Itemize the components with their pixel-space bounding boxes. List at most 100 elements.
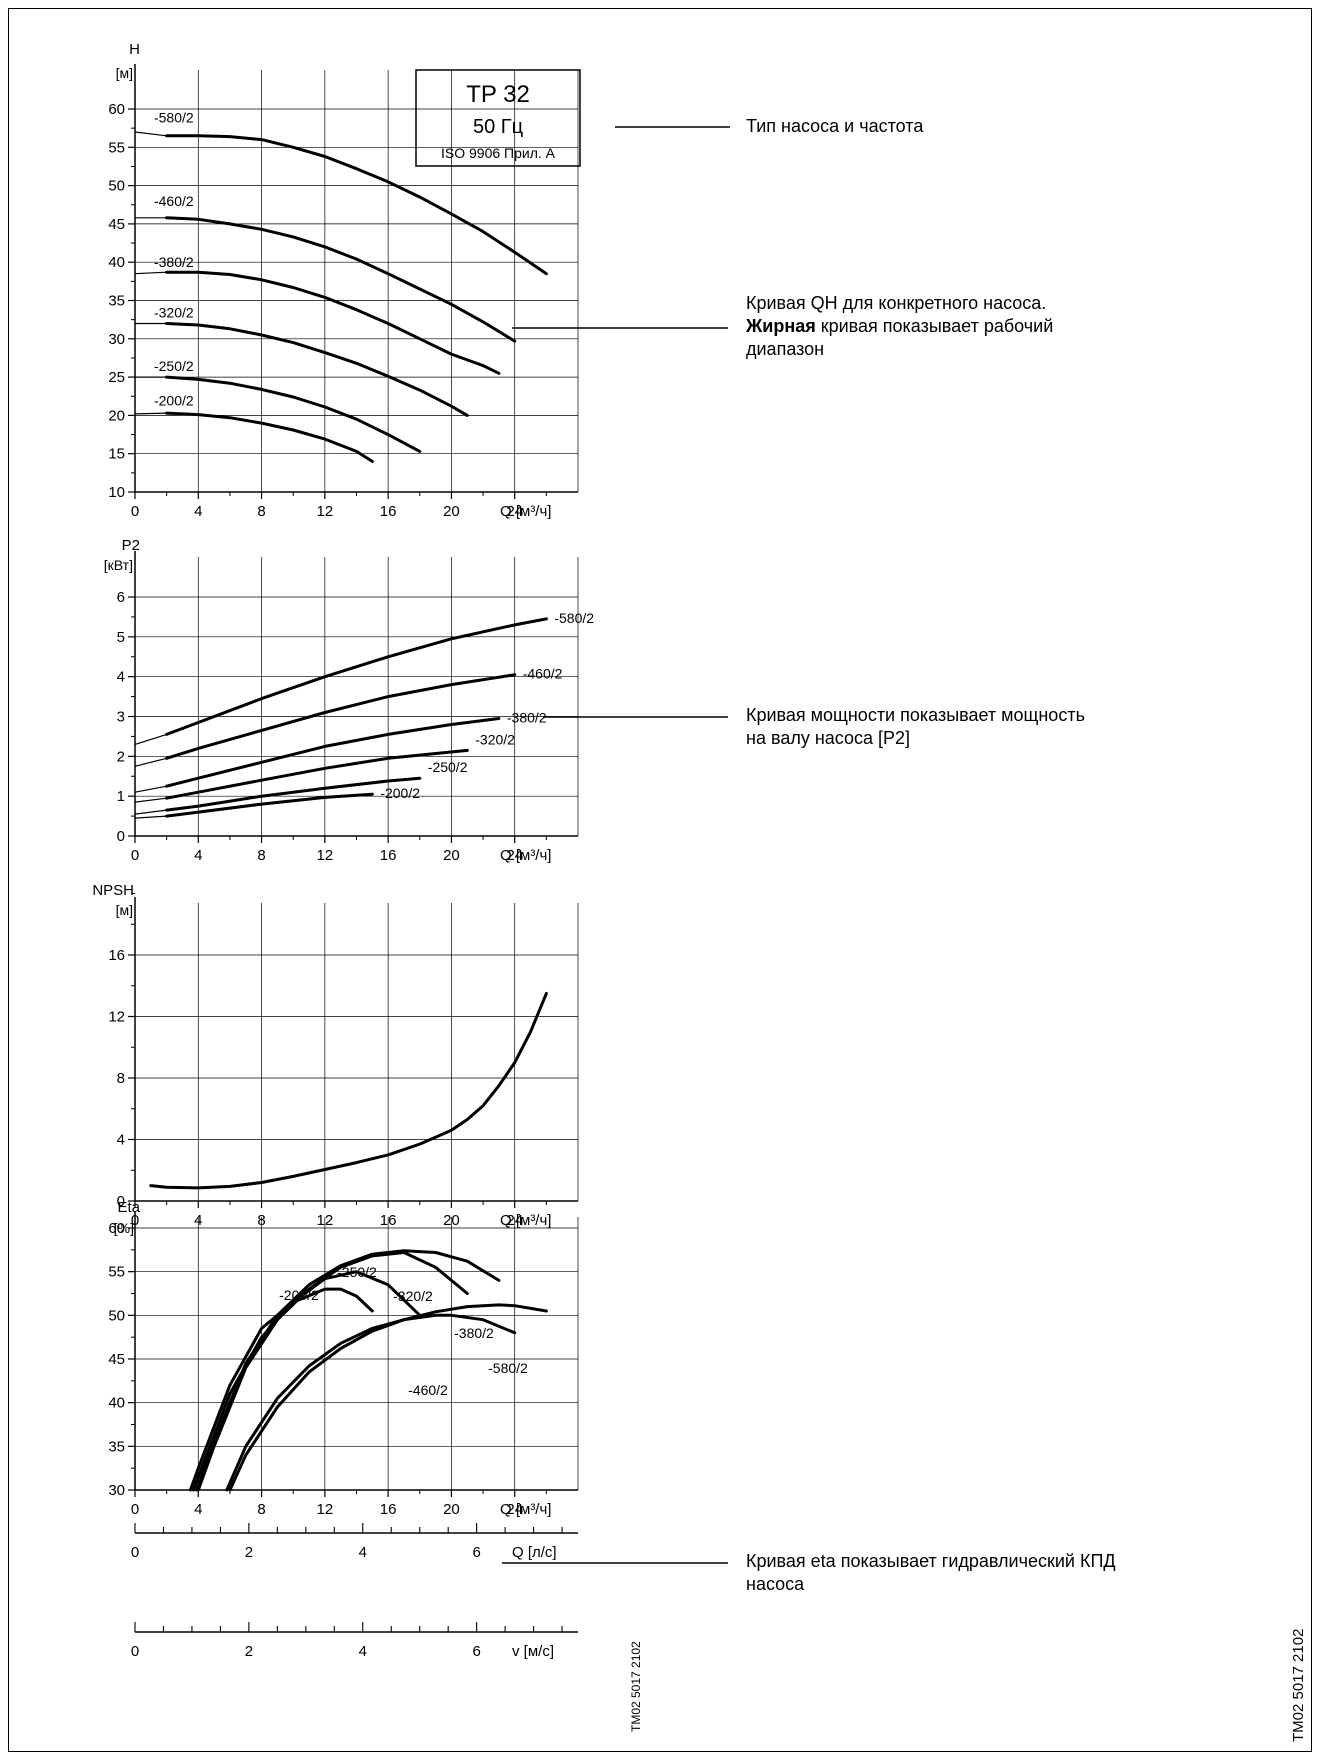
secondary-axes-group: 0 2 4 6 Q [л/с] 0 2 4 6 v [м/с]	[131, 1523, 578, 1660]
series-line-2002	[165, 792, 374, 818]
y-tick-label-30: 30	[108, 1482, 125, 1499]
secondary-tick-label-2: 2	[245, 1544, 253, 1561]
secondary-tick-label-6: 6	[472, 1544, 480, 1561]
curve-label-3802: -380/2	[507, 709, 547, 725]
y-axis-unit: [м]	[116, 65, 133, 81]
series-line-5802	[228, 1303, 548, 1492]
curve-label-3802: -380/2	[154, 254, 194, 270]
x-tick-label-20: 20	[443, 1501, 460, 1518]
x-tick-label-20: 20	[443, 847, 460, 864]
y-tick-label-60: 60	[108, 101, 125, 118]
annotation-type-freq: Тип насоса и частота	[746, 116, 924, 136]
series-line-5802	[165, 134, 548, 276]
title-pump-type: TP 32	[466, 81, 530, 108]
series-line-3202	[165, 748, 469, 800]
y-tick-label-35: 35	[108, 293, 125, 310]
curve-label-5802: -580/2	[488, 1360, 528, 1376]
secondary-tick-label-6: 6	[472, 1643, 480, 1660]
chart-npsh: 048121604812162024Q [м³/ч]NPSH[м]	[92, 882, 579, 1229]
annotation-qh-line3: диапазон	[746, 339, 825, 359]
y-tick-label-45: 45	[108, 1351, 125, 1368]
x-tick-label-12: 12	[317, 1501, 334, 1518]
annotation-qh: Кривая QH для конкретного насоса. Жирная…	[746, 292, 1053, 361]
series-line-4602	[165, 216, 517, 343]
x-tick-label-0: 0	[131, 503, 139, 520]
annotation-power-line1: Кривая мощности показывает мощность	[746, 705, 1085, 725]
curve-label-4602: -460/2	[523, 666, 563, 682]
curve-label-3202: -320/2	[154, 304, 194, 320]
series-line-2502	[192, 1270, 422, 1492]
series-line-3802	[195, 1249, 501, 1492]
y-tick-label-15: 15	[108, 446, 125, 463]
y-axis-unit: [%]	[114, 1220, 134, 1236]
y-tick-label-5: 5	[117, 629, 125, 646]
x-tick-label-20: 20	[443, 503, 460, 520]
series-line-2002	[188, 1287, 374, 1492]
x-tick-label-24: 24	[506, 847, 523, 864]
series-thin-3802	[134, 785, 167, 793]
y-tick-label-25: 25	[108, 369, 125, 386]
curve-label-4602: -460/2	[154, 193, 194, 209]
y-tick-label-10: 10	[108, 484, 125, 501]
y-tick-label-30: 30	[108, 331, 125, 348]
curve-label-5802: -580/2	[154, 109, 194, 125]
y-tick-label-45: 45	[108, 216, 125, 233]
y-axis-unit: [кВт]	[104, 557, 133, 573]
series-line-3802	[165, 270, 501, 375]
x-axis-label: Q [м³/ч]	[500, 1501, 551, 1518]
secondary-axis-v_ms: 0 2 4 6 v [м/с]	[131, 1622, 578, 1660]
annotation-eta: Кривая eta показывает гидравлический КПД…	[746, 1550, 1116, 1596]
x-tick-label-8: 8	[257, 847, 265, 864]
y-tick-label-4: 4	[117, 1132, 125, 1149]
series-line-4602	[165, 673, 517, 760]
secondary-axis-label: v [м/с]	[512, 1643, 554, 1660]
annotation-qh-line1: Кривая QH для конкретного насоса.	[746, 293, 1047, 313]
x-tick-label-4: 4	[194, 847, 202, 864]
series-thin-5802	[134, 131, 167, 137]
y-tick-label-55: 55	[108, 139, 125, 156]
curve-label-3202: -320/2	[393, 1288, 433, 1304]
series-line-2502	[165, 375, 422, 453]
x-tick-label-16: 16	[380, 847, 397, 864]
x-tick-label-8: 8	[257, 1501, 265, 1518]
curve-label-3202: -320/2	[475, 731, 515, 747]
series-line-3802	[165, 717, 501, 788]
series-line-2502	[165, 776, 422, 812]
title-frequency: 50 Гц	[473, 116, 523, 138]
annotation-power-line2: на валу насоса [P2]	[746, 728, 911, 748]
secondary-tick-label-0: 0	[131, 1643, 139, 1660]
y-tick-label-4: 4	[117, 669, 125, 686]
annotation-eta-line2: насоса	[746, 1574, 805, 1594]
annotation-eta-line1: Кривая eta показывает гидравлический КПД	[746, 1551, 1116, 1571]
curve-label-2002: -200/2	[154, 392, 194, 408]
title-standard: ISO 9906 Прил. А	[441, 145, 556, 161]
y-tick-label-55: 55	[108, 1264, 125, 1281]
secondary-tick-label-4: 4	[359, 1643, 367, 1660]
y-tick-label-2: 2	[117, 748, 125, 765]
series-line-npsh	[149, 991, 548, 1190]
title-box-frame	[415, 69, 581, 167]
series-line-4602	[225, 1313, 517, 1492]
series-thin-2502	[134, 809, 167, 815]
x-tick-label-12: 12	[317, 503, 334, 520]
x-tick-label-0: 0	[131, 847, 139, 864]
y-tick-label-50: 50	[108, 1307, 125, 1324]
series-line-2002	[165, 411, 374, 463]
x-axis-label: Q [м³/ч]	[500, 1212, 551, 1229]
curve-label-3802: -380/2	[454, 1325, 494, 1341]
curve-label-2002: -200/2	[380, 785, 420, 801]
series-thin-4602	[134, 757, 167, 767]
y-tick-label-1: 1	[117, 788, 125, 805]
series-thin-3202	[134, 797, 167, 803]
y-axis-label: Eta	[117, 1199, 140, 1216]
y-tick-label-16: 16	[108, 947, 125, 964]
y-tick-label-40: 40	[108, 1395, 125, 1412]
y-tick-label-50: 50	[108, 178, 125, 195]
title-box: TP 32 50 Гц ISO 9906 Прил. А	[415, 69, 581, 167]
annotation-qh-line2-rest: кривая показывает рабочий	[815, 316, 1054, 336]
y-tick-label-60: 60	[108, 1220, 125, 1237]
